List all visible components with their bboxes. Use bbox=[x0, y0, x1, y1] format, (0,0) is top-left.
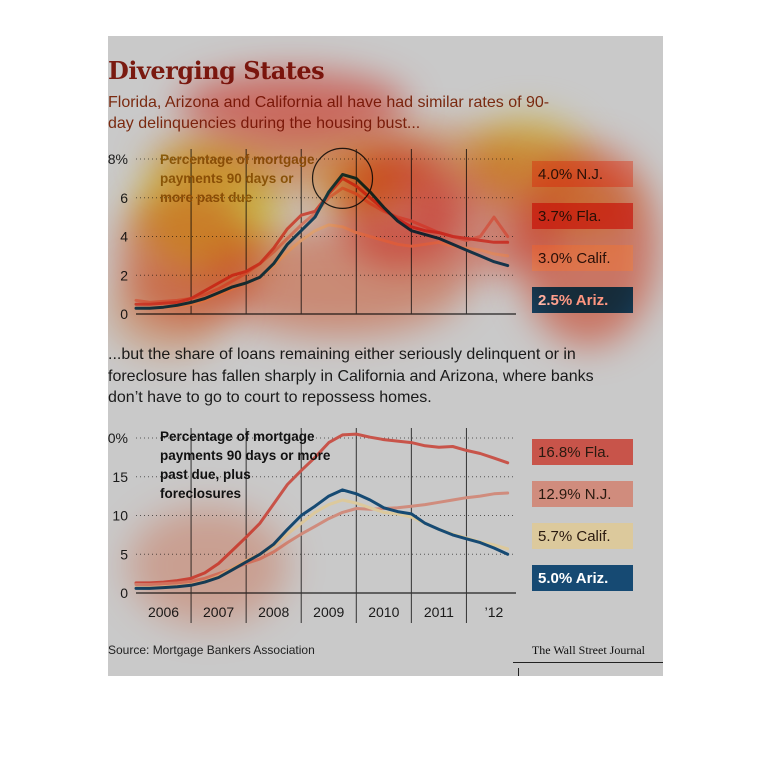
y-tick-label: 10 bbox=[112, 508, 128, 524]
middle-caption: ...but the share of loans remaining eith… bbox=[108, 346, 594, 406]
chart-note: Percentage of mortgage payments 90 days o… bbox=[160, 429, 331, 501]
legend-label: 3.0% Calif. bbox=[538, 250, 611, 267]
y-tick-label: 15 bbox=[112, 469, 128, 485]
series-line-nj bbox=[134, 491, 510, 586]
x-tick-label: 2006 bbox=[148, 604, 179, 620]
publisher-credit: The Wall Street Journal bbox=[531, 643, 645, 657]
x-tick-label: 2011 bbox=[424, 604, 454, 620]
x-tick-label: ’12 bbox=[485, 604, 504, 620]
y-tick-label: 6 bbox=[120, 190, 128, 206]
y-tick-label: 4 bbox=[120, 229, 128, 245]
chart-note: Percentage of mortgage payments 90 days o… bbox=[160, 152, 315, 205]
chart-2: 0 5 10 15 20% Percentage of mortgage payments … bbox=[108, 428, 633, 623]
legend-label: 16.8% Fla. bbox=[538, 444, 610, 461]
legend-swatch bbox=[532, 565, 633, 591]
legend-item-fla: 16.8% Fla. bbox=[532, 439, 633, 465]
legend-item-fla: 3.7% Fla. bbox=[532, 203, 633, 229]
y-tick-label: 0 bbox=[120, 585, 128, 601]
legend-swatch bbox=[532, 439, 633, 465]
legend-label: 5.0% Ariz. bbox=[538, 570, 608, 587]
chart-1: 0 2 4 6 8% Percentage of mortgage payments 90 … bbox=[108, 147, 633, 322]
legend-item-calif: 3.0% Calif. bbox=[532, 245, 633, 271]
series-line-ariz bbox=[134, 488, 510, 590]
legend-label: 5.7% Calif. bbox=[538, 528, 611, 545]
y-tick-label: 5 bbox=[120, 546, 128, 562]
legend-label: 3.7% Fla. bbox=[538, 208, 601, 225]
y-tick-label: 20% bbox=[108, 430, 128, 446]
chart-canvas: 0 2 4 6 8% Percentage of mortgage payments 90 … bbox=[108, 147, 633, 623]
legend-swatch bbox=[532, 481, 633, 507]
series-line-calif bbox=[134, 498, 510, 590]
source-note: Source: Mortgage Bankers Association bbox=[108, 643, 315, 657]
y-tick-label: 0 bbox=[120, 306, 128, 322]
legend-item-nj: 4.0% N.J. bbox=[532, 161, 633, 187]
x-tick-label: 2009 bbox=[313, 604, 344, 620]
legend-item-ariz: 2.5% Ariz. bbox=[532, 287, 633, 313]
legend-item-calif: 5.7% Calif. bbox=[532, 523, 633, 549]
legend-item-nj: 12.9% N.J. bbox=[532, 481, 633, 507]
legend-item-ariz: 5.0% Ariz. bbox=[532, 565, 633, 591]
y-tick-label: 2 bbox=[120, 267, 128, 283]
publisher-rule-tick bbox=[518, 668, 519, 676]
legend-label: 12.9% N.J. bbox=[538, 486, 611, 503]
x-tick-label: 2010 bbox=[368, 604, 399, 620]
publisher-rule bbox=[513, 662, 663, 663]
x-tick-label: 2008 bbox=[258, 604, 289, 620]
infographic: Diverging States Florida, Arizona and Ca… bbox=[108, 36, 663, 676]
legend-label: 2.5% Ariz. bbox=[538, 292, 608, 309]
y-tick-label: 8% bbox=[108, 151, 128, 167]
legend-label: 4.0% N.J. bbox=[538, 166, 603, 183]
x-tick-label: 2007 bbox=[203, 604, 234, 620]
legend-swatch bbox=[532, 523, 633, 549]
